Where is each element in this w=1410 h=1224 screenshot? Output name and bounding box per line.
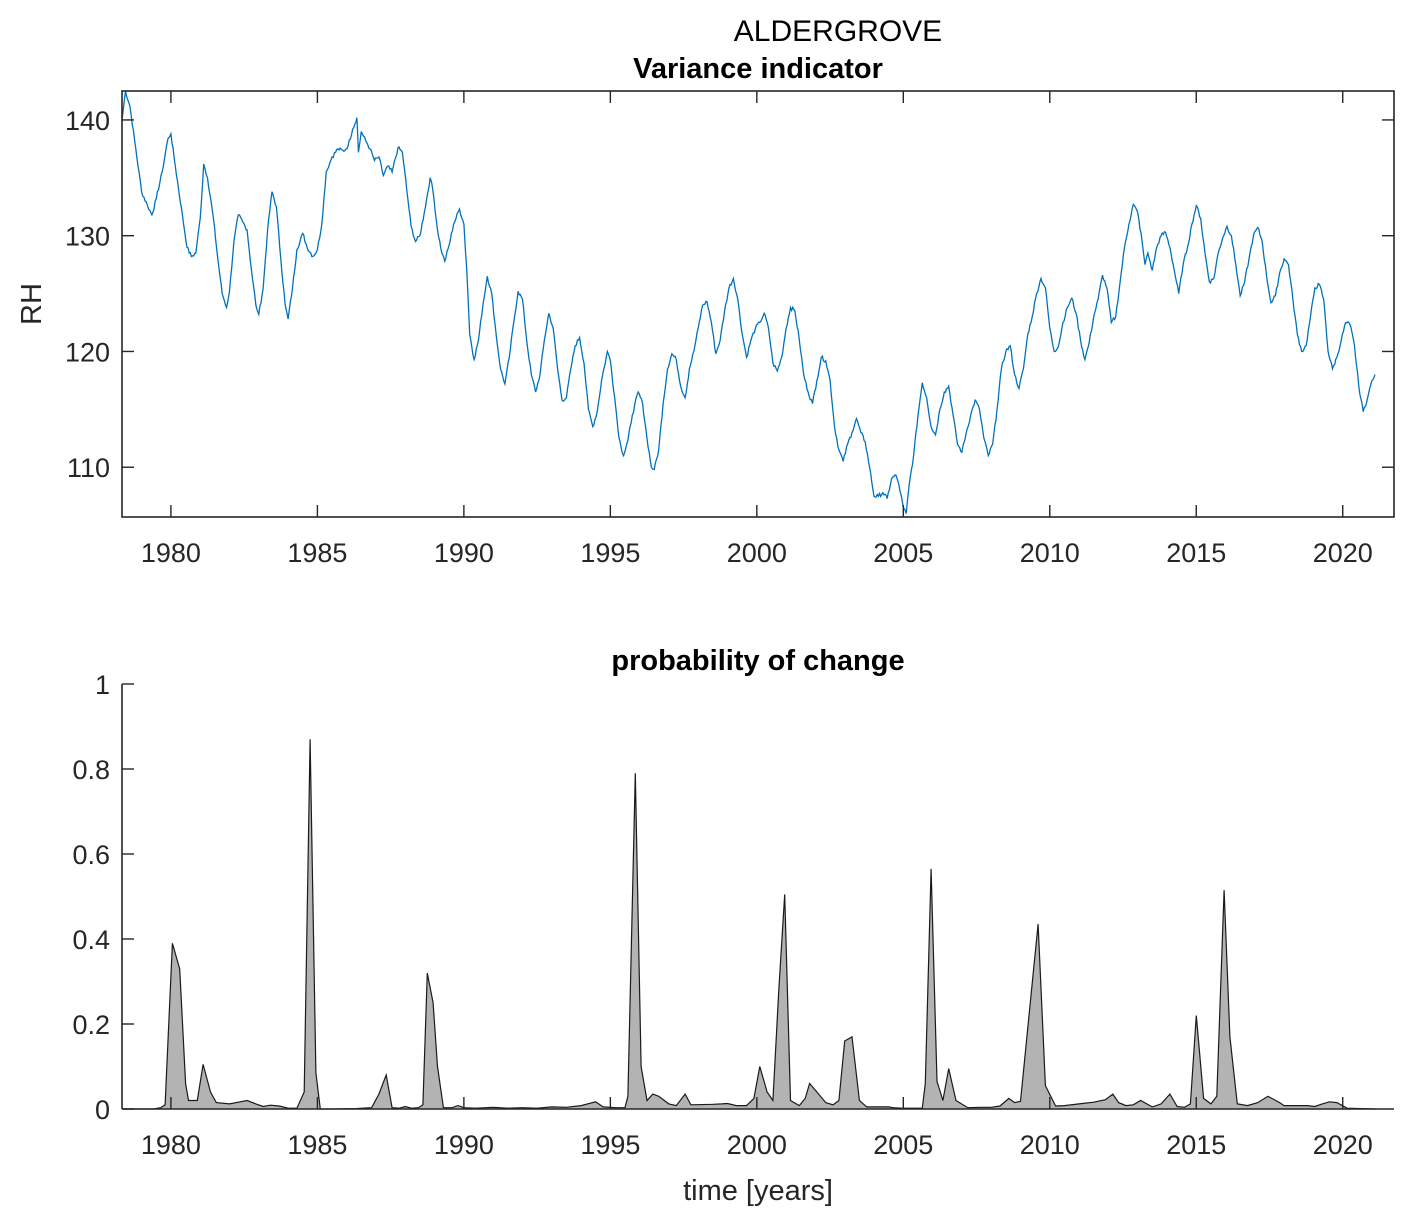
top-x-tick-label: 2005 bbox=[873, 538, 933, 568]
bottom-y-tick-label: 1 bbox=[95, 670, 110, 700]
top-axes-box bbox=[121, 90, 1395, 518]
bottom-plot-area bbox=[122, 739, 1376, 1110]
probability-area-fill bbox=[122, 739, 1375, 1109]
top-plot-area bbox=[122, 91, 1376, 514]
probability-area-outline bbox=[122, 739, 1376, 1110]
top-x-tick-label: 2015 bbox=[1166, 538, 1226, 568]
top-axes: Variance indicator 1980 1985 1990 1995 2000 2… bbox=[16, 53, 1395, 568]
bottom-plot-title: probability of change bbox=[611, 645, 904, 677]
bottom-x-tick-label: 1990 bbox=[434, 1130, 494, 1160]
bottom-y-tick-label: 0 bbox=[95, 1095, 110, 1125]
bottom-x-tick-label: 2020 bbox=[1313, 1130, 1373, 1160]
top-y-ticks: 110 120 130 140 bbox=[65, 106, 1394, 483]
bottom-x-tick-label: 2010 bbox=[1020, 1130, 1080, 1160]
bottom-x-tick-label: 1995 bbox=[580, 1130, 640, 1160]
top-y-tick-label: 130 bbox=[65, 222, 110, 252]
bottom-axes: probability of change 1980 1985 1990 1995 20… bbox=[72, 645, 1394, 1207]
top-x-tick-label: 2010 bbox=[1020, 538, 1080, 568]
bottom-x-tick-label: 2005 bbox=[873, 1130, 933, 1160]
bottom-y-tick-label: 0.8 bbox=[72, 755, 110, 785]
bottom-y-tick-label: 0.4 bbox=[72, 925, 110, 955]
top-y-tick-label: 120 bbox=[65, 337, 110, 367]
top-x-tick-label: 1995 bbox=[580, 538, 640, 568]
bottom-y-tick-label: 0.2 bbox=[72, 1010, 110, 1040]
bottom-y-tick-label: 0.6 bbox=[72, 840, 110, 870]
figure-supertitle: ALDERGROVE bbox=[734, 15, 942, 48]
top-x-tick-label: 1980 bbox=[141, 538, 201, 568]
bottom-x-ticks: 1980 1985 1990 1995 2000 2005 2010 2015 2020 bbox=[141, 1097, 1373, 1160]
top-y-axis-label: RH bbox=[16, 283, 48, 325]
top-plot-title: Variance indicator bbox=[633, 53, 883, 85]
bottom-x-tick-label: 1980 bbox=[141, 1130, 201, 1160]
top-x-tick-label: 2000 bbox=[727, 538, 787, 568]
top-x-ticks: 1980 1985 1990 1995 2000 2005 2010 2015 2020 bbox=[141, 91, 1373, 568]
top-y-tick-label: 140 bbox=[65, 106, 110, 136]
bottom-x-axis-label: time [years] bbox=[683, 1175, 833, 1207]
bottom-x-tick-label: 1985 bbox=[287, 1130, 347, 1160]
bottom-x-tick-label: 2015 bbox=[1166, 1130, 1226, 1160]
top-x-tick-label: 1985 bbox=[287, 538, 347, 568]
bottom-y-ticks: 0 0.2 0.4 0.6 0.8 1 bbox=[72, 670, 134, 1125]
bottom-x-tick-label: 2000 bbox=[727, 1130, 787, 1160]
top-x-tick-label: 2020 bbox=[1313, 538, 1373, 568]
rh-series-line bbox=[122, 91, 1376, 514]
top-y-tick-label: 110 bbox=[67, 453, 110, 483]
top-x-tick-label: 1990 bbox=[434, 538, 494, 568]
